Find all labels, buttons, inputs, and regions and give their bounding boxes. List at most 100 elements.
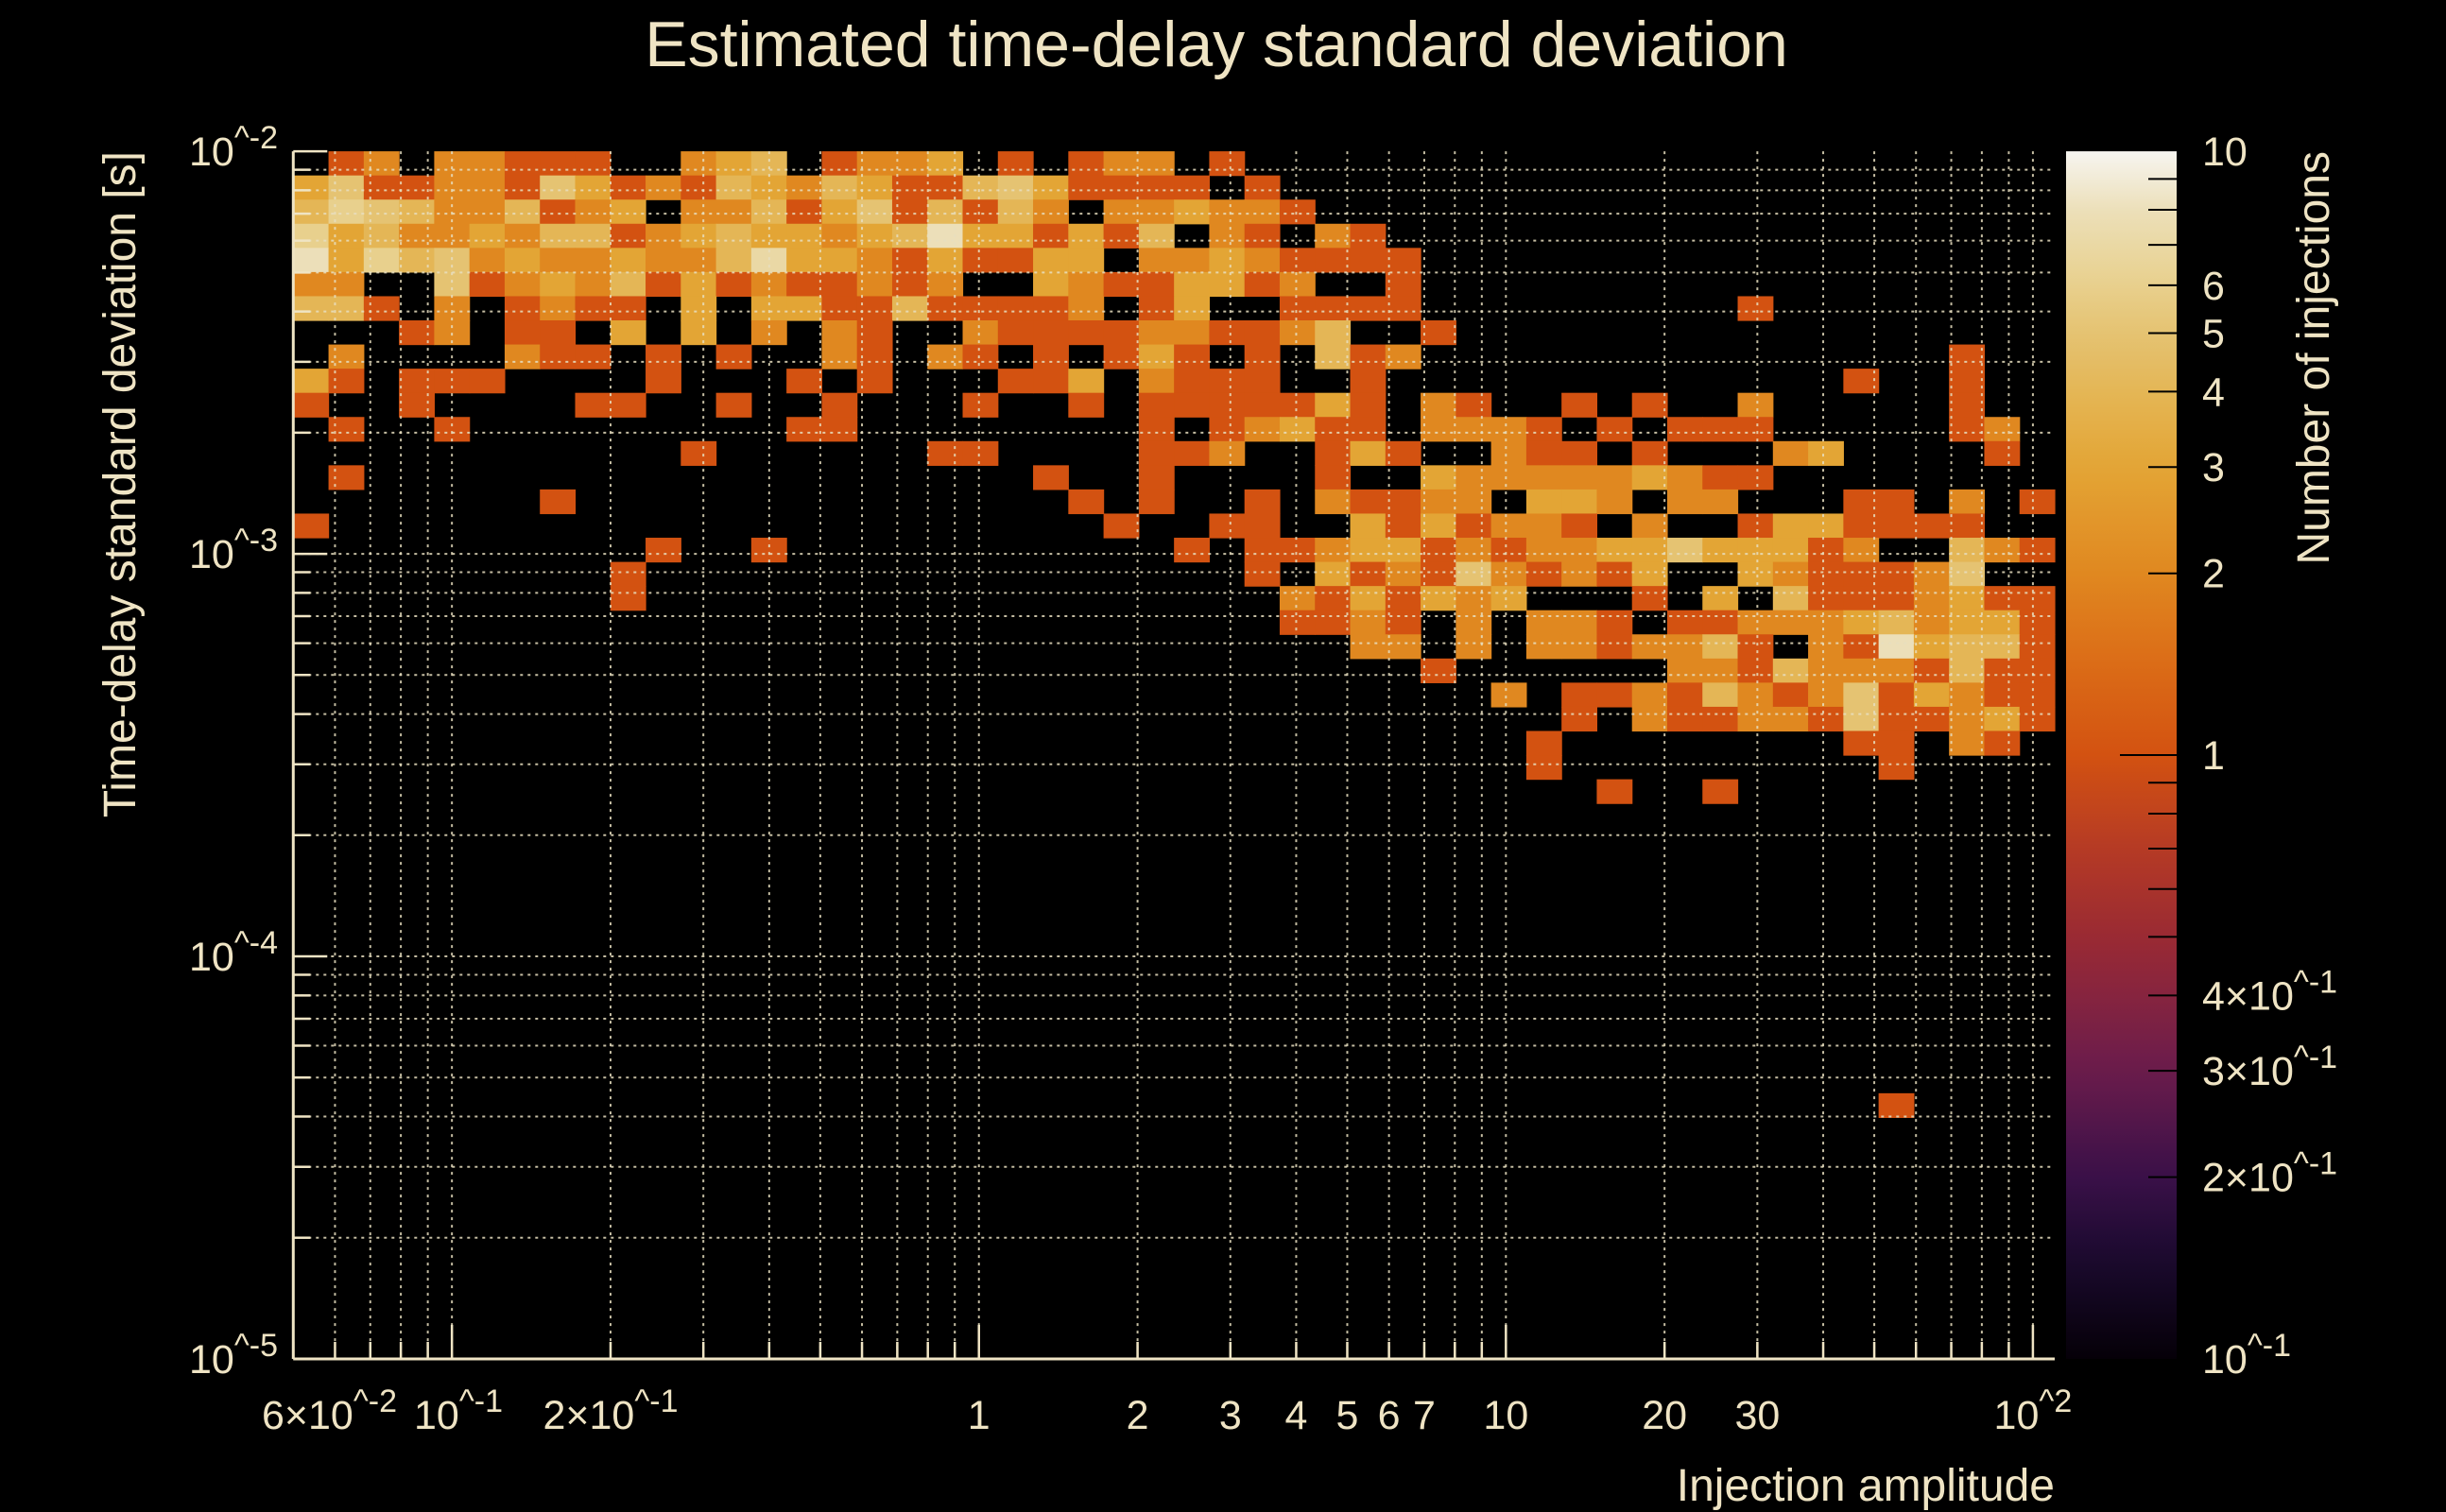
heatmap-cell <box>1666 706 1703 732</box>
heatmap-cell <box>504 175 541 200</box>
colorbar-tick-label: 5 <box>2202 311 2225 356</box>
heatmap-cell <box>1138 320 1175 346</box>
heatmap-cell <box>1244 223 1281 249</box>
heatmap-cell <box>293 175 330 200</box>
heatmap-cell <box>1033 369 1069 394</box>
heatmap-cell <box>1174 248 1211 273</box>
heatmap-cell <box>1631 586 1668 611</box>
heatmap-cell <box>610 561 646 587</box>
heatmap-cell <box>469 223 506 249</box>
heatmap-cell <box>1315 440 1352 466</box>
x-tick-label: 6×10^-2 <box>262 1383 397 1438</box>
heatmap-cell <box>1737 465 1774 490</box>
heatmap-cell <box>821 223 858 249</box>
x-tick-labels: 6×10^-2 10^-1 2×10^-1 1 2 3 4 5 6 7 10 20 30 10^2 <box>262 1383 2072 1438</box>
x-tick-label: 3 <box>1219 1393 1242 1438</box>
heatmap-cell <box>1561 538 1598 563</box>
heatmap-cell <box>786 271 823 298</box>
heatmap-cell <box>1808 586 1844 611</box>
heatmap-cell <box>1209 320 1246 346</box>
heatmap-cell <box>1033 199 1069 225</box>
heatmap-cell <box>434 175 471 200</box>
heatmap-cell <box>1068 392 1105 418</box>
heatmap-cell <box>1138 417 1175 442</box>
heatmap-cell <box>680 223 717 249</box>
heatmap-cell <box>399 320 435 346</box>
heatmap-cell <box>1385 296 1421 321</box>
heatmap-cell <box>1631 561 1668 587</box>
heatmap-cell <box>646 175 681 200</box>
heatmap-cell <box>1033 296 1069 321</box>
heatmap-cell <box>1244 392 1281 418</box>
heatmap-cell <box>680 151 717 177</box>
heatmap-cell <box>821 175 858 200</box>
heatmap-cell <box>1666 538 1703 563</box>
heatmap-cell <box>1808 706 1844 732</box>
heatmap-cell <box>1949 586 1986 611</box>
heatmap-cell <box>891 151 928 177</box>
heatmap-cell <box>680 175 717 200</box>
heatmap-cell <box>1456 417 1492 442</box>
heatmap-cell <box>1843 730 1880 756</box>
heatmap-cell <box>1878 561 1915 587</box>
heatmap-cell <box>328 175 365 200</box>
heatmap-cell <box>1702 586 1739 611</box>
heatmap-cell <box>1561 392 1598 418</box>
heatmap-cell <box>1244 513 1281 539</box>
heatmap-cell <box>856 296 893 321</box>
heatmap-cell <box>1878 1092 1915 1119</box>
heatmap-cell <box>715 248 752 273</box>
heatmap-cell <box>293 248 330 273</box>
heatmap-cell <box>1949 392 1986 418</box>
x-axis-label: Injection amplitude <box>1677 1461 2055 1511</box>
heatmap-cell <box>1456 465 1492 490</box>
heatmap-cell <box>997 369 1034 394</box>
heatmap-cell <box>927 151 964 177</box>
heatmap-cell <box>891 271 928 298</box>
heatmap-cell <box>1631 682 1668 708</box>
heatmap-cell <box>1631 513 1668 539</box>
heatmap-cell <box>1808 513 1844 539</box>
heatmap-cell <box>1772 513 1809 539</box>
heatmap-cell <box>1138 489 1175 515</box>
heatmap-cell <box>1984 538 2021 563</box>
heatmap-cell <box>1350 296 1387 321</box>
colorbar-tick-label: 6 <box>2202 264 2225 309</box>
heatmap-cell <box>1702 634 1739 660</box>
heatmap-cell <box>1984 634 2021 660</box>
heatmap-cell <box>962 199 999 225</box>
heatmap-cell <box>1385 586 1421 611</box>
heatmap-cell <box>1596 489 1633 515</box>
heatmap-cell <box>1350 561 1387 587</box>
heatmap-cell <box>750 296 787 321</box>
heatmap-cell <box>1949 489 1986 515</box>
heatmap-cell <box>469 271 506 298</box>
heatmap-cell <box>1561 440 1598 466</box>
heatmap-cell <box>1279 199 1316 225</box>
heatmap-cell <box>1315 610 1352 635</box>
heatmap-cell <box>1949 682 1986 708</box>
heatmap-cell <box>399 369 435 394</box>
heatmap-cell <box>293 513 330 539</box>
x-tick-label: 10 <box>1483 1393 1528 1438</box>
colorbar-tick-label: 10^-1 <box>2202 1328 2291 1383</box>
heatmap-cell <box>610 175 646 200</box>
heatmap-cell <box>1631 440 1668 466</box>
heatmap-cell <box>575 296 612 321</box>
heatmap-cell <box>1350 538 1387 563</box>
heatmap-cell <box>363 296 400 321</box>
heatmap-cell <box>1490 513 1527 539</box>
heatmap-cell <box>1808 440 1844 466</box>
heatmap-cell <box>1209 199 1246 225</box>
heatmap-cell <box>786 369 823 394</box>
heatmap-cell <box>1103 513 1140 539</box>
heatmap-cell <box>1702 465 1739 490</box>
heatmap-cell <box>1244 417 1281 442</box>
heatmap-cell <box>1596 561 1633 587</box>
heatmap-cell <box>328 223 365 249</box>
heatmap-cell <box>927 440 964 466</box>
heatmap-cell <box>363 199 400 225</box>
heatmap-cell <box>293 199 330 225</box>
heatmap-cell <box>1456 538 1492 563</box>
heatmap-cell <box>610 320 646 346</box>
